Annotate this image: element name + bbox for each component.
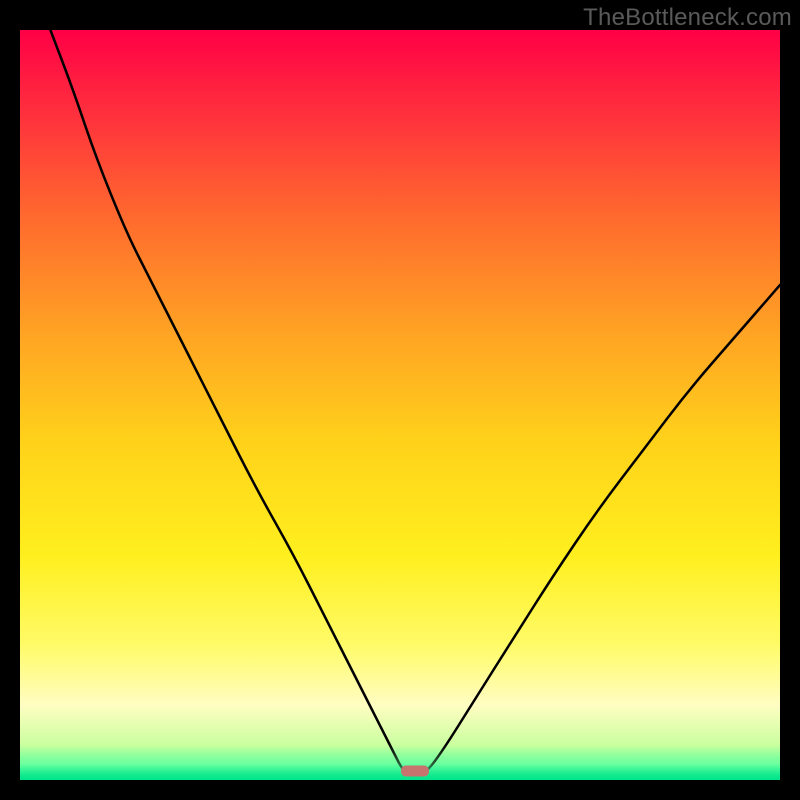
plot-area [20,30,780,780]
green-sweet-spot-band [20,744,780,780]
gradient-and-curve-svg [20,30,780,780]
attribution-text: TheBottleneck.com [583,4,792,32]
gradient-background [20,30,780,780]
chart-frame: TheBottleneck.com [0,0,800,800]
current-config-marker [401,766,429,777]
